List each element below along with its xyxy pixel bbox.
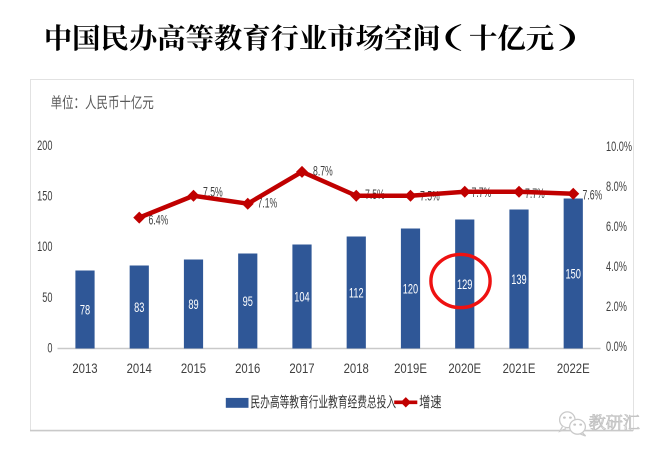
svg-text:100: 100 xyxy=(37,238,53,255)
svg-text:129: 129 xyxy=(457,276,473,293)
svg-text:200: 200 xyxy=(37,137,53,154)
svg-text:120: 120 xyxy=(403,281,419,298)
svg-text:8.7%: 8.7% xyxy=(313,164,333,180)
svg-text:89: 89 xyxy=(188,296,199,313)
svg-text:6.4%: 6.4% xyxy=(149,212,169,228)
svg-text:2021E: 2021E xyxy=(503,361,536,376)
svg-text:50: 50 xyxy=(42,289,53,306)
svg-text:150: 150 xyxy=(566,266,582,283)
svg-text:8.0%: 8.0% xyxy=(606,178,627,195)
svg-text:2018: 2018 xyxy=(344,361,369,376)
svg-text:139: 139 xyxy=(511,271,527,288)
svg-text:0.0%: 0.0% xyxy=(606,338,627,355)
svg-text:2013: 2013 xyxy=(72,361,97,376)
svg-text:95: 95 xyxy=(243,293,254,310)
svg-text:0: 0 xyxy=(47,339,52,356)
svg-text:2017: 2017 xyxy=(289,361,314,376)
svg-text:4.0%: 4.0% xyxy=(606,258,627,275)
svg-text:104: 104 xyxy=(294,289,310,306)
svg-text:78: 78 xyxy=(80,302,91,319)
svg-text:7.1%: 7.1% xyxy=(257,195,277,211)
svg-text:2020E: 2020E xyxy=(448,361,481,376)
svg-text:7.6%: 7.6% xyxy=(583,187,603,203)
svg-text:2015: 2015 xyxy=(181,361,206,376)
svg-text:2014: 2014 xyxy=(127,361,152,376)
svg-text:2022E: 2022E xyxy=(557,361,590,376)
svg-text:150: 150 xyxy=(37,187,53,204)
svg-text:112: 112 xyxy=(349,285,364,302)
svg-text:2.0%: 2.0% xyxy=(606,298,627,315)
svg-text:6.0%: 6.0% xyxy=(606,218,627,235)
svg-text:2016: 2016 xyxy=(235,361,260,376)
svg-text:83: 83 xyxy=(134,299,145,316)
svg-text:10.0%: 10.0% xyxy=(606,138,632,155)
svg-text:2019E: 2019E xyxy=(394,361,427,376)
